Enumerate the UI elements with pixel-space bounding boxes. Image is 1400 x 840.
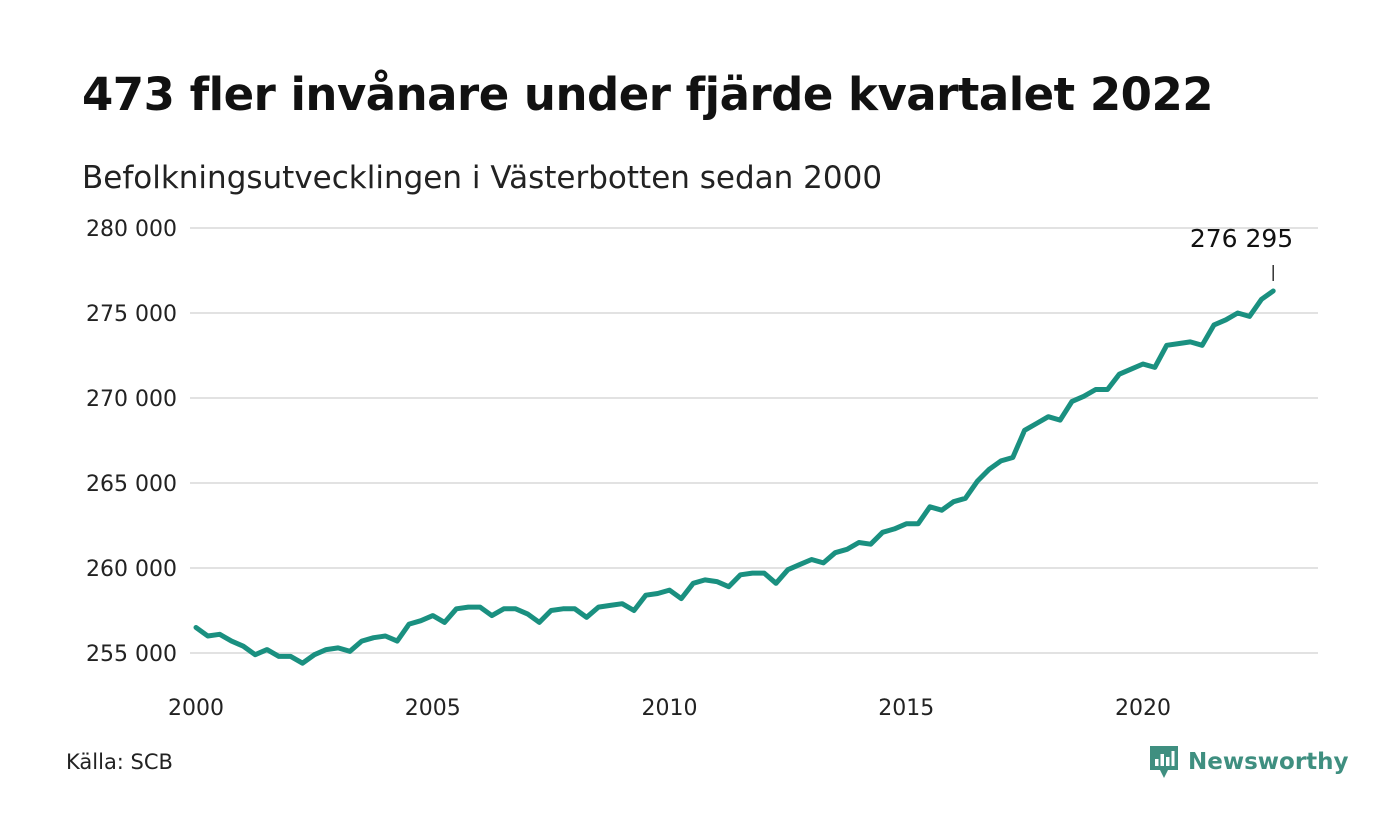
brand-logo: Newsworthy: [1148, 744, 1349, 780]
end-value-label: 276 295: [1190, 224, 1293, 253]
x-axis-tick-labels: 2000 2005 2010 2015 2020: [168, 696, 1171, 721]
y-tick-label: 260 000: [86, 557, 177, 582]
chart-subtitle: Befolkningsutvecklingen i Västerbotten s…: [82, 160, 883, 196]
end-value-annotation: 276 295: [1190, 224, 1293, 281]
y-tick-label: 270 000: [86, 387, 177, 412]
x-tick-label: 2005: [405, 696, 461, 721]
population-line-chart: 255 000 260 000 265 000 270 000 275 000 280 0…: [86, 217, 1318, 721]
y-tick-label: 275 000: [86, 302, 177, 327]
x-tick-label: 2000: [168, 696, 224, 721]
x-tick-label: 2015: [878, 696, 934, 721]
chart-logo-icon: [1150, 746, 1178, 778]
grid-lines: [190, 227, 1318, 654]
y-tick-label: 255 000: [86, 642, 177, 667]
y-tick-label: 265 000: [86, 472, 177, 497]
source-note: Källa: SCB: [66, 750, 173, 774]
x-tick-label: 2010: [642, 696, 698, 721]
population-series-line: [193, 288, 1276, 666]
y-axis-tick-labels: 255 000 260 000 265 000 270 000 275 000 280 0…: [86, 217, 177, 667]
x-tick-label: 2020: [1115, 696, 1171, 721]
chart-title: 473 fler invånare under fjärde kvartalet…: [82, 68, 1214, 121]
series-layer: [193, 288, 1276, 666]
y-tick-label: 280 000: [86, 217, 177, 242]
brand-name: Newsworthy: [1188, 749, 1349, 775]
